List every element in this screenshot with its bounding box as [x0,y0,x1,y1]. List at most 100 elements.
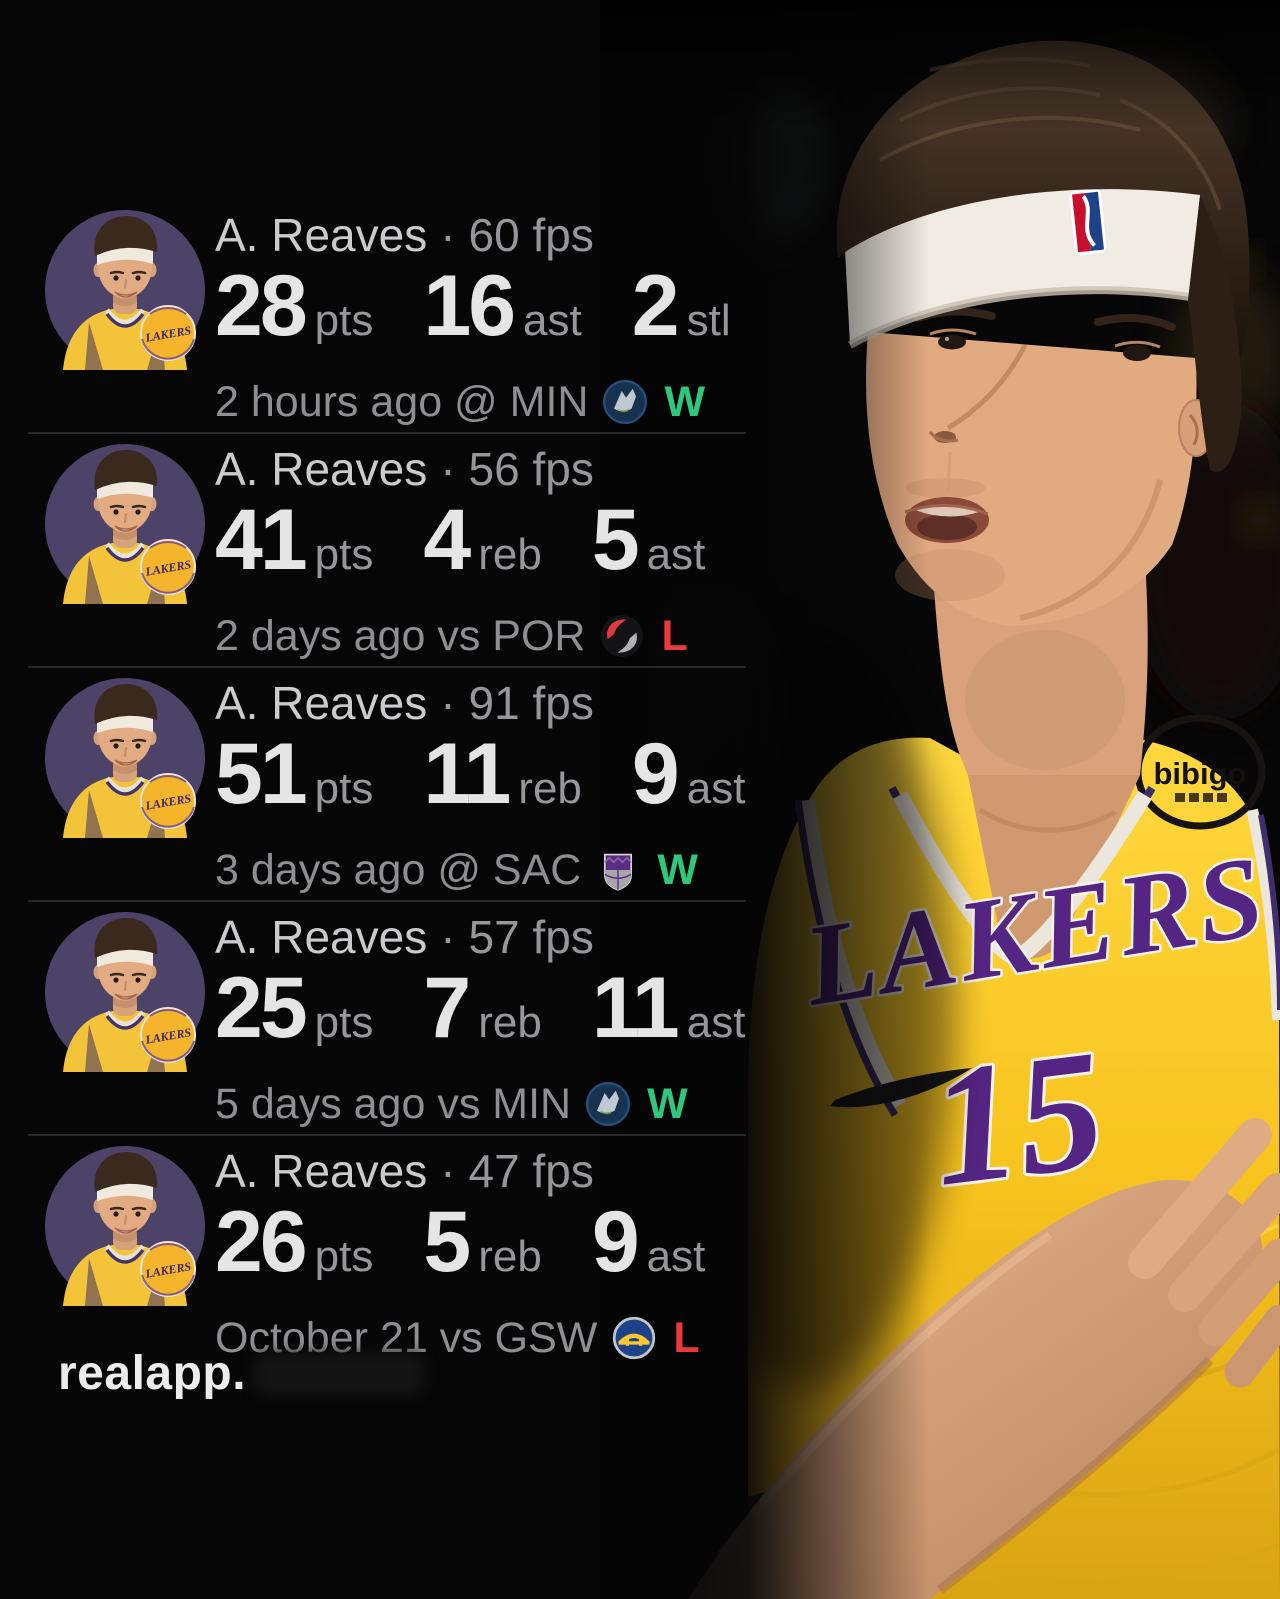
stat-value: 9 [631,726,680,822]
stat-label: stl [686,296,731,345]
stat-label: ast [686,998,746,1047]
stat: 51 pts [215,731,374,839]
stat: 28 pts [215,263,374,371]
row-divider [28,432,746,434]
game-stat-row[interactable]: A. Reaves · 91 fps 51 pts 11 reb 9 ast 3 da… [0,668,770,900]
stat-value: 51 [215,726,308,822]
stat: 26 pts [215,1199,374,1307]
stat-label: pts [314,296,374,345]
player-avatar [45,1146,205,1306]
game-meta-line: 3 days ago @ SAC W [215,847,770,893]
game-result: W [664,378,706,426]
player-name-line: A. Reaves · 91 fps [215,678,770,728]
fantasy-points: 60 fps [468,209,594,261]
watermark: realapp. [58,1346,425,1401]
stat-value: 26 [215,1194,308,1290]
team-logo-min-icon [603,380,648,424]
stat-label: reb [478,998,542,1047]
stat: 16 ast [423,263,582,371]
stat-label: pts [314,1232,374,1281]
stat-label: ast [646,530,706,579]
stat: 25 pts [215,965,374,1073]
sponsor-text: bibigo [1154,756,1247,791]
stat-label: pts [314,998,374,1047]
player-name-line: A. Reaves · 57 fps [215,912,770,962]
game-meta: 5 days ago vs MIN [215,1080,572,1128]
sponsor-subtext-marks [1175,793,1227,802]
stat-label: pts [314,764,374,813]
stat-value: 11 [591,960,680,1056]
stat-label: ast [686,764,746,813]
game-stat-row[interactable]: A. Reaves · 57 fps 25 pts 7 reb 11 ast 5 da… [0,902,770,1134]
fantasy-points: 57 fps [468,911,594,963]
stat: 5 reb [423,1199,541,1307]
player-avatar [45,444,205,604]
dot-separator: · [440,911,456,963]
game-meta-line: 2 days ago vs POR L [215,613,770,659]
stat: 4 reb [423,497,541,605]
game-meta-line: 5 days ago vs MIN W [215,1081,770,1127]
player-name: A. Reaves [215,443,428,495]
stat-value: 16 [423,258,516,354]
dot-separator: · [440,443,456,495]
dot-separator: · [440,209,456,261]
stat-line: 26 pts 5 reb 9 ast [215,1199,770,1307]
game-meta-line: 2 hours ago @ MIN W [215,379,770,425]
player-name-line: A. Reaves · 60 fps [215,210,770,260]
stat-line: 51 pts 11 reb 9 ast [215,731,770,839]
stat: 9 ast [592,1199,706,1307]
stat: 5 ast [592,497,706,605]
game-result: W [647,1080,688,1128]
team-logo-por-icon [601,615,644,657]
row-content: A. Reaves · 57 fps 25 pts 7 reb 11 ast 5 da… [215,912,770,1134]
game-meta: 2 hours ago @ MIN [215,378,589,426]
game-stat-row[interactable]: A. Reaves · 47 fps 26 pts 5 reb 9 ast Octob… [0,1136,770,1368]
team-logo-min-icon [586,1082,631,1126]
player-name: A. Reaves [215,209,428,261]
stat: 7 reb [423,965,542,1073]
stat: 9 ast [632,731,746,839]
team-logo-sac-icon [604,853,633,891]
stat-value: 41 [215,492,308,588]
hand-fingers [1128,1118,1280,1388]
player-name: A. Reaves [215,677,428,729]
player-name: A. Reaves [215,1145,428,1197]
row-content: A. Reaves · 91 fps 51 pts 11 reb 9 ast 3 da… [215,678,770,900]
row-divider [28,1134,746,1136]
stat-line: 25 pts 7 reb 11 ast [215,965,770,1073]
game-stat-row[interactable]: A. Reaves · 56 fps 41 pts 4 reb 5 ast 2 day… [0,434,770,666]
dot-separator: · [440,1145,456,1197]
game-stat-row[interactable]: A. Reaves · 60 fps 28 pts 16 ast 2 stl 2 ho… [0,200,770,432]
row-divider [28,666,746,668]
watermark-blurred-suffix [254,1352,425,1395]
nba-logo-icon [1069,189,1107,255]
fantasy-points: 47 fps [468,1145,594,1197]
stat-value: 4 [423,492,471,588]
fantasy-points: 56 fps [468,443,594,495]
stat-value: 5 [423,1194,471,1290]
row-divider [28,900,746,902]
stat: 41 pts [215,497,373,605]
player-name-line: A. Reaves · 47 fps [215,1146,770,1196]
stat-value: 2 [631,258,680,354]
stat-value: 11 [423,726,511,822]
left-fade [600,0,930,1599]
watermark-text: realapp. [58,1347,247,1400]
player-name: A. Reaves [215,911,428,963]
stat-value: 7 [423,960,471,1056]
game-result: L [673,1314,700,1362]
stat-line: 28 pts 16 ast 2 stl [215,263,770,371]
game-log-list: A. Reaves · 60 fps 28 pts 16 ast 2 stl 2 ho… [0,200,770,1368]
player-avatar [45,210,205,370]
top-fade [600,0,1280,130]
row-content: A. Reaves · 56 fps 41 pts 4 reb 5 ast 2 day… [215,444,770,666]
player-avatar [45,912,205,1072]
stat-label: ast [523,296,582,345]
stat-label: reb [518,764,582,813]
player-photo: bibigo LAKERS 15 [600,0,1280,1599]
stat-line: 41 pts 4 reb 5 ast [215,497,770,605]
stat-value: 5 [591,492,640,588]
fantasy-points: 91 fps [468,677,594,729]
stat: 11 reb [423,731,582,839]
